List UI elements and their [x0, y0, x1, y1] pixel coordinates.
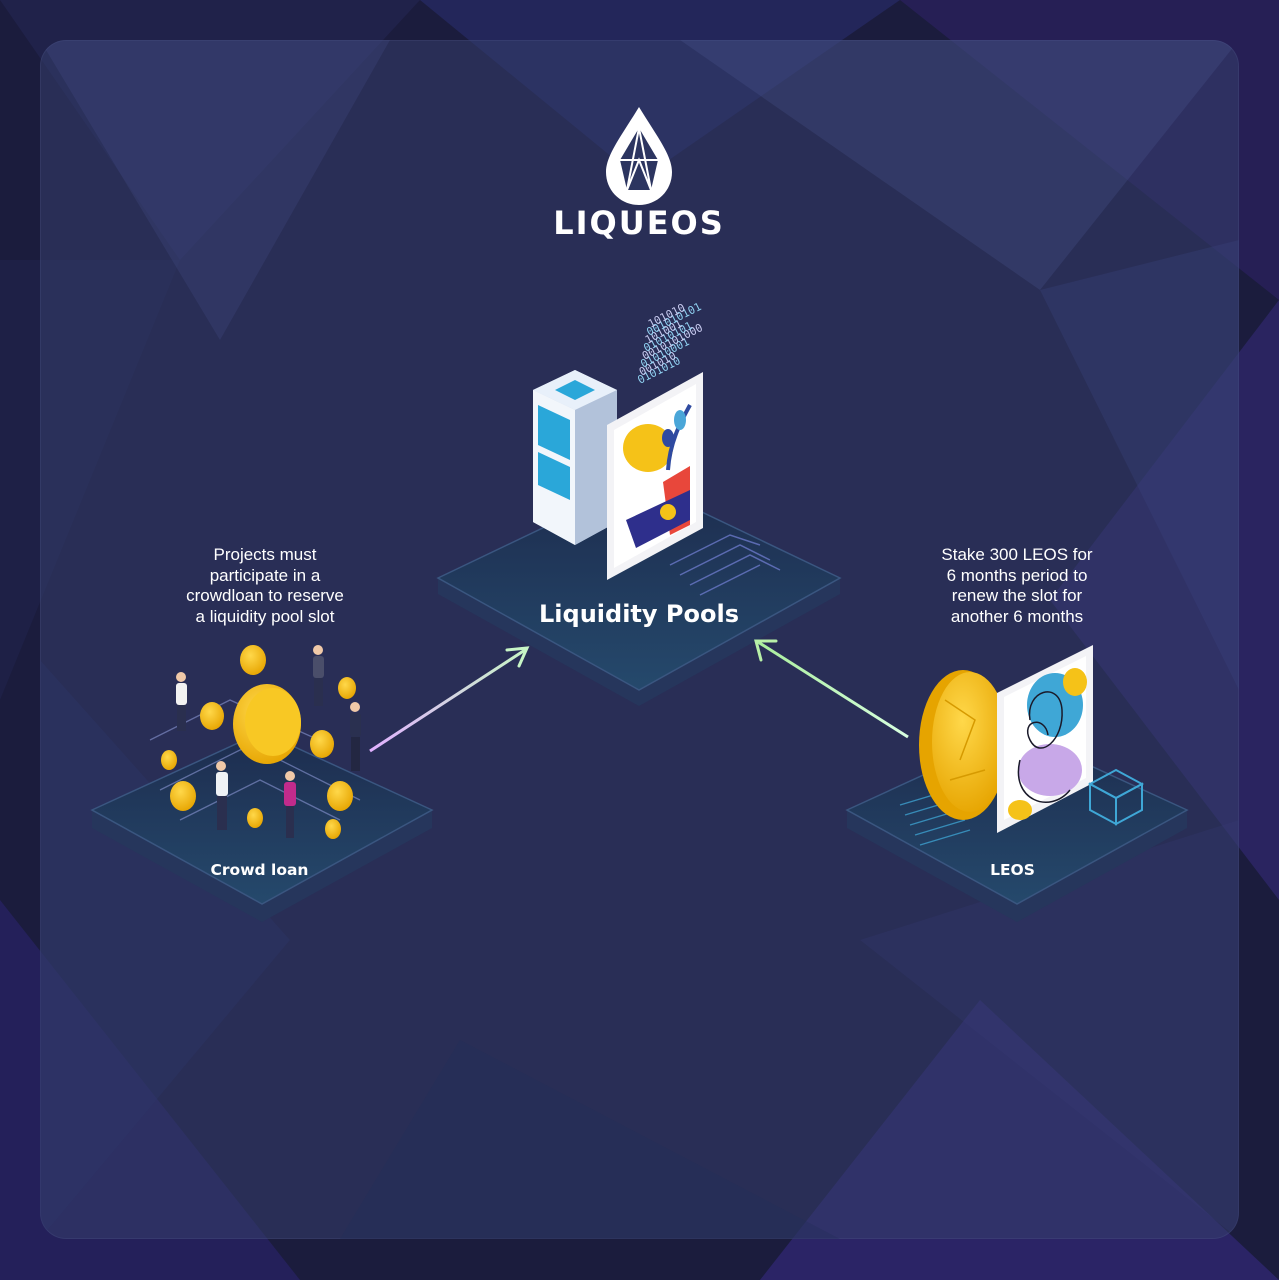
arrow-crowdloan-to-pools — [369, 646, 530, 753]
caption-line: Stake 300 LEOS for — [941, 545, 1093, 564]
liquidity-pools-platform — [436, 370, 842, 706]
leos-caption: Stake 300 LEOS for 6 months period to re… — [907, 545, 1127, 627]
portrait-frame-icon — [997, 645, 1093, 833]
brand-name: LIQUEOS — [553, 204, 725, 242]
crowd-loan-label: Crowd loan — [210, 861, 309, 879]
content-panel — [40, 40, 1239, 1239]
liqueos-logo — [606, 107, 672, 205]
caption-line: Projects must — [213, 545, 317, 564]
people-figures — [176, 645, 361, 838]
cube-icon — [1087, 768, 1145, 826]
arrow-leos-to-pools — [754, 639, 909, 739]
caption-line: another 6 months — [950, 606, 1084, 626]
leos-platform — [845, 645, 1189, 922]
liquidity-pools-label: Liquidity Pools — [539, 600, 739, 628]
caption-line: participate in a — [209, 565, 321, 585]
crowdloan-caption: Projects must participate in a crowdloan… — [160, 545, 370, 627]
artwork-frame-icon — [607, 372, 703, 580]
server-icon — [533, 370, 617, 545]
caption-line: renew the slot for — [951, 586, 1083, 605]
leos-label: LEOS — [990, 861, 1035, 879]
coin-icon — [233, 684, 301, 764]
caption-line: a liquidity pool slot — [195, 606, 335, 626]
binary-data-stream: 0101010001010010100010010101000010101011… — [635, 300, 704, 387]
caption-line: 6 months period to — [946, 565, 1088, 585]
crowd-loan-platform — [90, 645, 434, 922]
leos-coin-icon — [919, 670, 1008, 820]
caption-line: crowdloan to reserve — [186, 586, 344, 605]
